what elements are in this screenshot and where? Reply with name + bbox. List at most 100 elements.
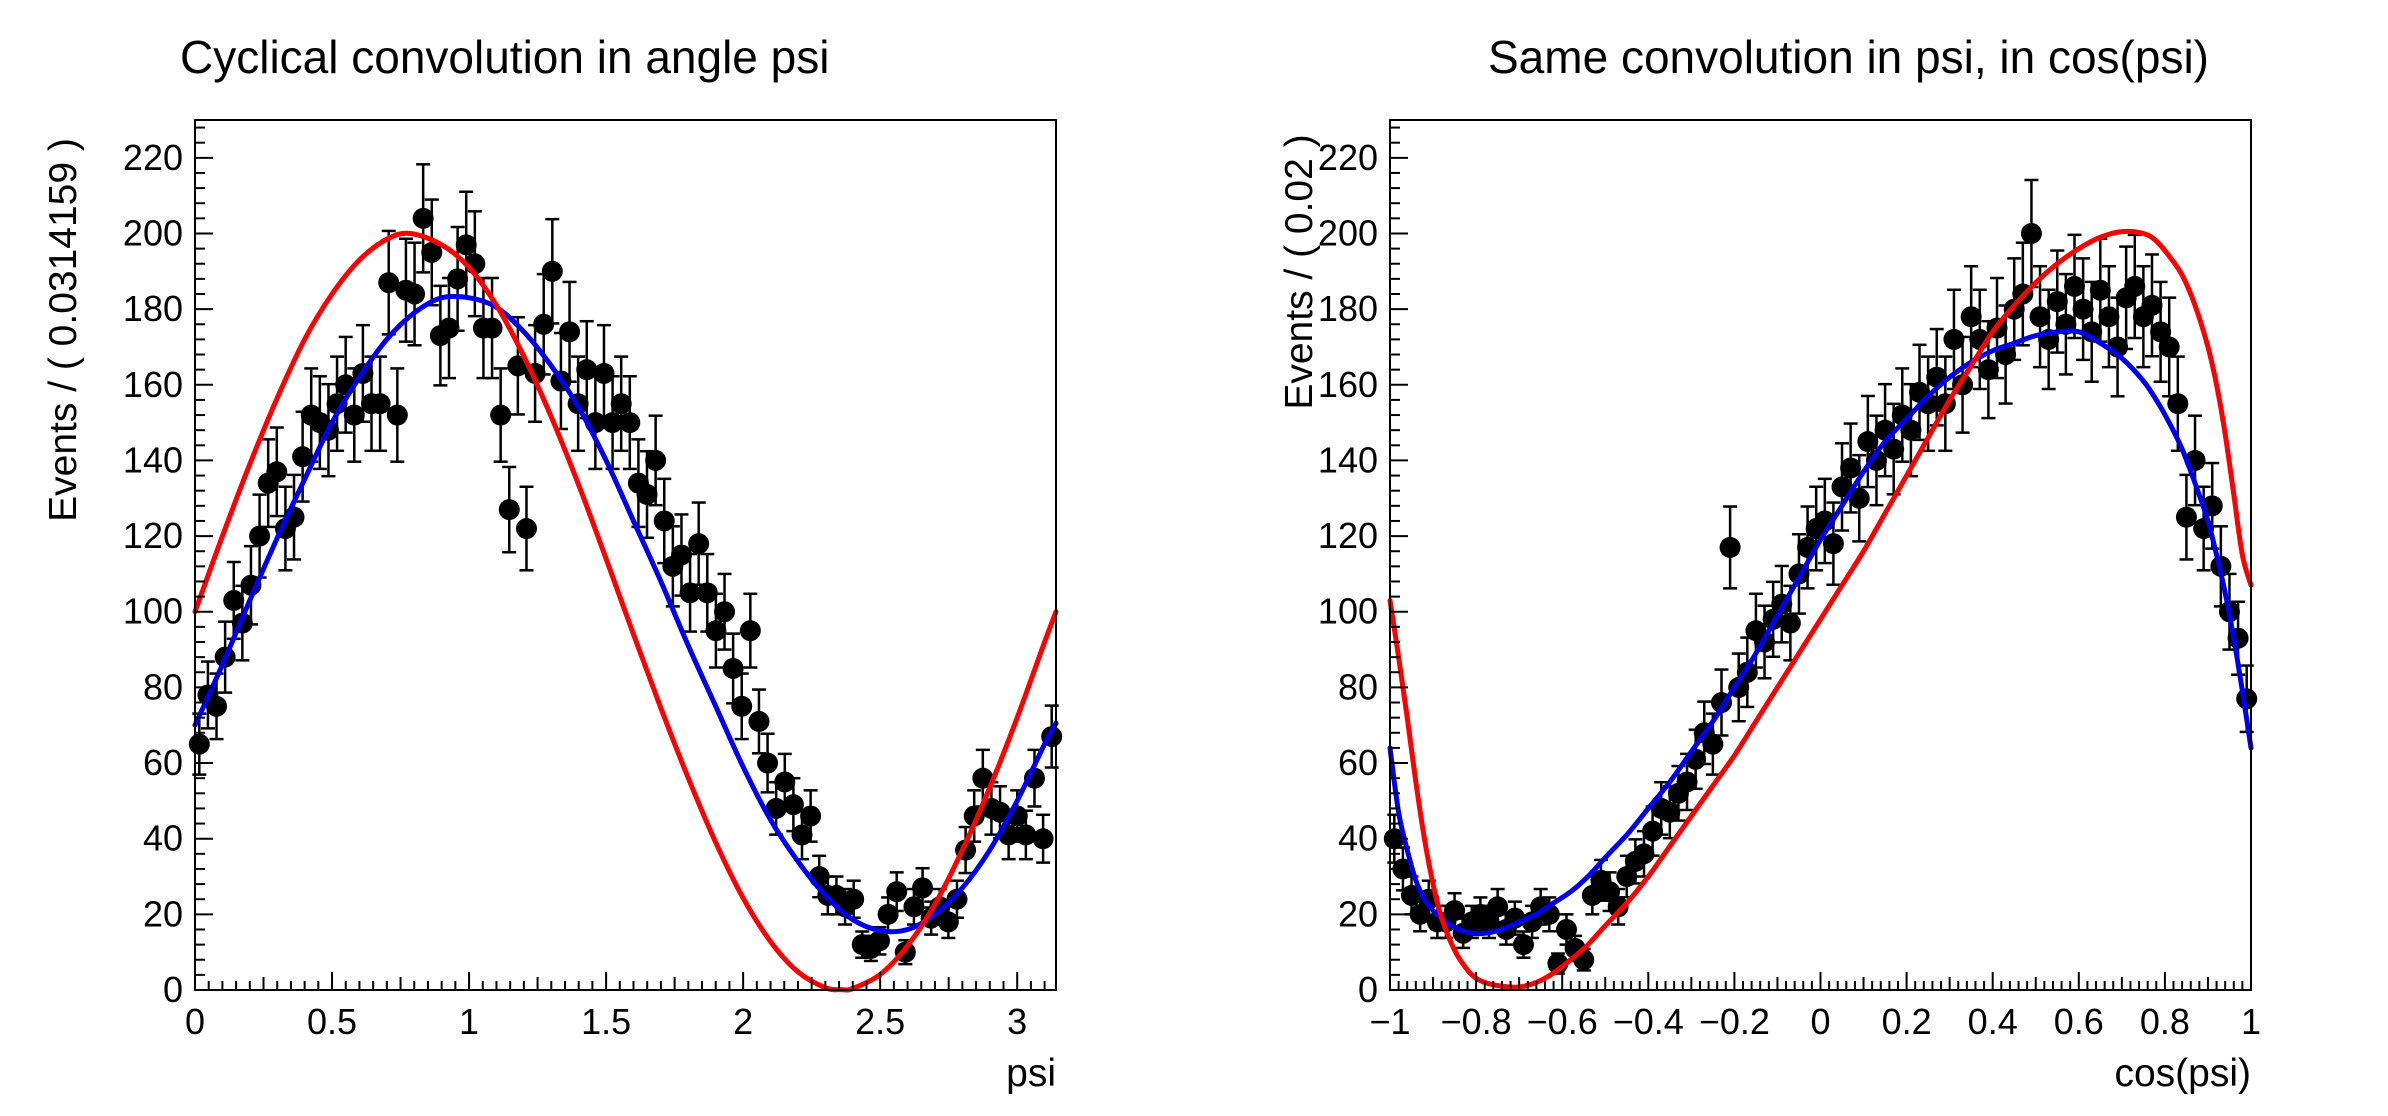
data-point <box>610 393 632 415</box>
data-point <box>765 797 787 819</box>
left-plot-title: Cyclical convolution in angle psi <box>180 31 830 83</box>
data-point <box>343 404 365 426</box>
data-point <box>490 404 512 426</box>
data-point <box>1015 824 1037 846</box>
cospsi-projection-data-points <box>1383 178 2258 975</box>
y-tick-label: 60 <box>1338 742 1378 783</box>
data-point <box>1633 843 1655 865</box>
x-tick-label: 2.5 <box>855 1001 905 1042</box>
data-point <box>653 510 675 532</box>
data-point <box>1848 487 1870 509</box>
data-point <box>1512 934 1534 956</box>
x-tick-label: 0.6 <box>2054 1001 2104 1042</box>
x-tick-label: 2 <box>733 1001 753 1042</box>
y-tick-label: 160 <box>1318 364 1378 405</box>
x-tick-label: 1 <box>459 1001 479 1042</box>
data-point <box>404 283 426 305</box>
y-tick-label: 0 <box>163 969 183 1010</box>
data-point <box>1487 896 1509 918</box>
data-point <box>670 544 692 566</box>
y-tick-label: 200 <box>1318 212 1378 253</box>
y-tick-label: 40 <box>143 818 183 859</box>
y-tick-label: 0 <box>1358 969 1378 1010</box>
data-point <box>1977 359 1999 381</box>
data-point <box>688 533 710 555</box>
data-point <box>2167 393 2189 415</box>
y-tick-label: 80 <box>1338 666 1378 707</box>
y-tick-label: 100 <box>1318 591 1378 632</box>
data-point <box>2141 294 2163 316</box>
left-y-axis-title: Events / ( 0.0314159 ) <box>42 138 85 522</box>
psi-projection-x-axis: 0 0.5 1 1.5 2 2.5 3 <box>185 972 1046 1042</box>
data-point <box>705 620 727 642</box>
left-x-axis-title: psi <box>1006 1052 1056 1095</box>
x-tick-label: −0.8 <box>1441 1001 1512 1042</box>
y-tick-label: 140 <box>1318 439 1378 480</box>
cospsi-projection-x-axis: −1 −0.8 −0.6 −0.4 −0.2 0 0.2 0.4 0.6 0.8 1 <box>1369 972 2261 1042</box>
x-tick-label: 0.2 <box>1882 1001 1932 1042</box>
data-point <box>559 321 581 343</box>
data-point <box>576 359 598 381</box>
data-point <box>421 241 443 263</box>
data-point <box>636 483 658 505</box>
data-point <box>1607 896 1629 918</box>
x-tick-label: −0.6 <box>1527 1001 1598 1042</box>
y-tick-label: 20 <box>143 893 183 934</box>
right-y-axis-title: Events / ( 0.02 ) <box>1278 134 1321 410</box>
data-point <box>1719 536 1741 558</box>
data-point <box>2089 279 2111 301</box>
true-model-curve <box>1387 228 2254 990</box>
data-point <box>481 317 503 339</box>
data-point <box>989 801 1011 823</box>
data-point <box>2158 336 2180 358</box>
data-point <box>1900 419 1922 441</box>
data-point <box>2098 306 2120 328</box>
data-point <box>739 620 761 642</box>
data-point <box>498 499 520 521</box>
data-point <box>2072 298 2094 320</box>
psi-projection-frame <box>194 119 1057 991</box>
data-point <box>412 207 434 229</box>
data-point <box>593 362 615 384</box>
data-point <box>1857 431 1879 453</box>
data-point <box>1943 328 1965 350</box>
data-point <box>645 449 667 471</box>
data-point <box>541 260 563 282</box>
data-point <box>1401 884 1423 906</box>
data-point <box>249 525 271 547</box>
y-tick-label: 100 <box>123 591 183 632</box>
y-tick-label: 160 <box>123 364 183 405</box>
x-tick-label: 0 <box>1810 1001 1830 1042</box>
psi-projection-y-axis: 0 20 40 60 80 100 120 140 160 180 200 220 <box>123 126 213 1010</box>
data-point <box>912 877 934 899</box>
x-tick-label: 3 <box>1007 1001 1027 1042</box>
y-tick-label: 180 <box>123 288 183 329</box>
cospsi-projection-y-axis: 0 20 40 60 80 100 120 140 160 180 200 220 <box>1318 126 1408 1010</box>
y-tick-label: 40 <box>1338 818 1378 859</box>
data-point <box>748 710 770 732</box>
convoluted-fit-curve <box>1387 328 2254 937</box>
data-point <box>868 930 890 952</box>
data-point <box>369 393 391 415</box>
data-point <box>843 888 865 910</box>
right-plot-title: Same convolution in psi, in cos(psi) <box>1488 31 2209 83</box>
data-point <box>533 313 555 335</box>
data-point <box>903 896 925 918</box>
data-point <box>1659 801 1681 823</box>
cospsi-projection-frame <box>1389 119 2252 991</box>
data-point <box>2063 275 2085 297</box>
data-point <box>619 412 641 434</box>
data-point <box>1702 733 1724 755</box>
x-tick-label: −0.4 <box>1613 1001 1684 1042</box>
y-tick-label: 180 <box>1318 288 1378 329</box>
data-point <box>1676 771 1698 793</box>
data-point <box>1865 449 1887 471</box>
data-point <box>507 355 529 377</box>
data-point <box>447 268 469 290</box>
data-point <box>679 582 701 604</box>
right-x-axis-title: cos(psi) <box>2114 1052 2251 1095</box>
data-point <box>2046 291 2068 313</box>
y-tick-label: 200 <box>123 212 183 253</box>
